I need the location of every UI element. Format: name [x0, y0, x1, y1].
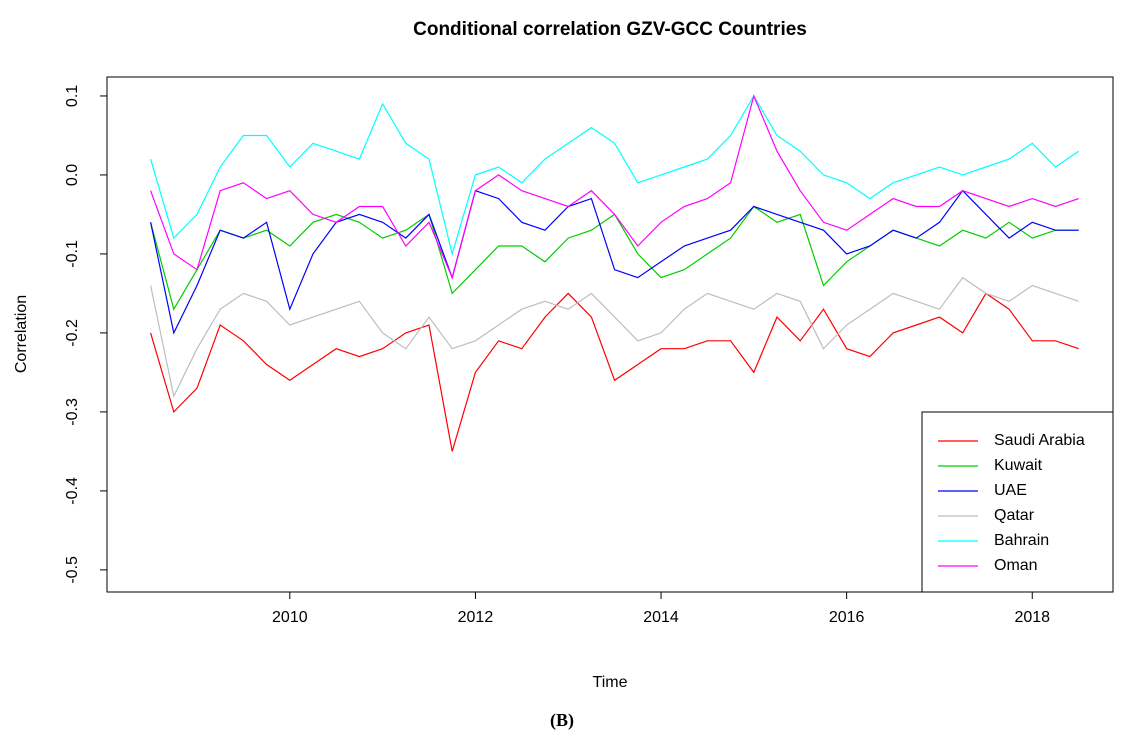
y-tick-label: -0.5: [64, 556, 81, 584]
series-line: [150, 189, 1079, 335]
series-line: [150, 94, 1079, 280]
chart-title: Conditional correlation GZV-GCC Countrie…: [413, 19, 807, 40]
legend-box: [921, 411, 1114, 593]
legend-label: Saudi Arabia: [994, 432, 1085, 449]
y-tick-label: 0.0: [64, 164, 81, 186]
x-tick-label: 2010: [272, 609, 308, 626]
y-axis-label: Correlation: [13, 295, 30, 373]
plot-frame: [106, 76, 1114, 593]
series-line: [150, 94, 1080, 257]
x-tick-label: 2018: [1014, 609, 1050, 626]
x-tick-label: 2012: [458, 609, 494, 626]
x-axis-label: Time: [593, 674, 628, 691]
y-tick-label: -0.2: [64, 319, 81, 347]
y-tick-label: 0.1: [64, 85, 81, 107]
legend-label: Kuwait: [994, 457, 1043, 474]
x-tick-label: 2014: [643, 609, 679, 626]
legend-label: UAE: [994, 482, 1027, 499]
x-tick-label: 2016: [829, 609, 865, 626]
caption: (B): [550, 710, 574, 731]
legend-label: Bahrain: [994, 532, 1049, 549]
legend-label: Qatar: [994, 507, 1035, 524]
series-line: [150, 276, 1079, 398]
y-tick-label: -0.4: [64, 477, 81, 505]
series-line: [150, 292, 1079, 452]
legend-label: Oman: [994, 557, 1038, 574]
y-tick-label: -0.1: [64, 240, 81, 268]
y-tick-label: -0.3: [64, 398, 81, 426]
